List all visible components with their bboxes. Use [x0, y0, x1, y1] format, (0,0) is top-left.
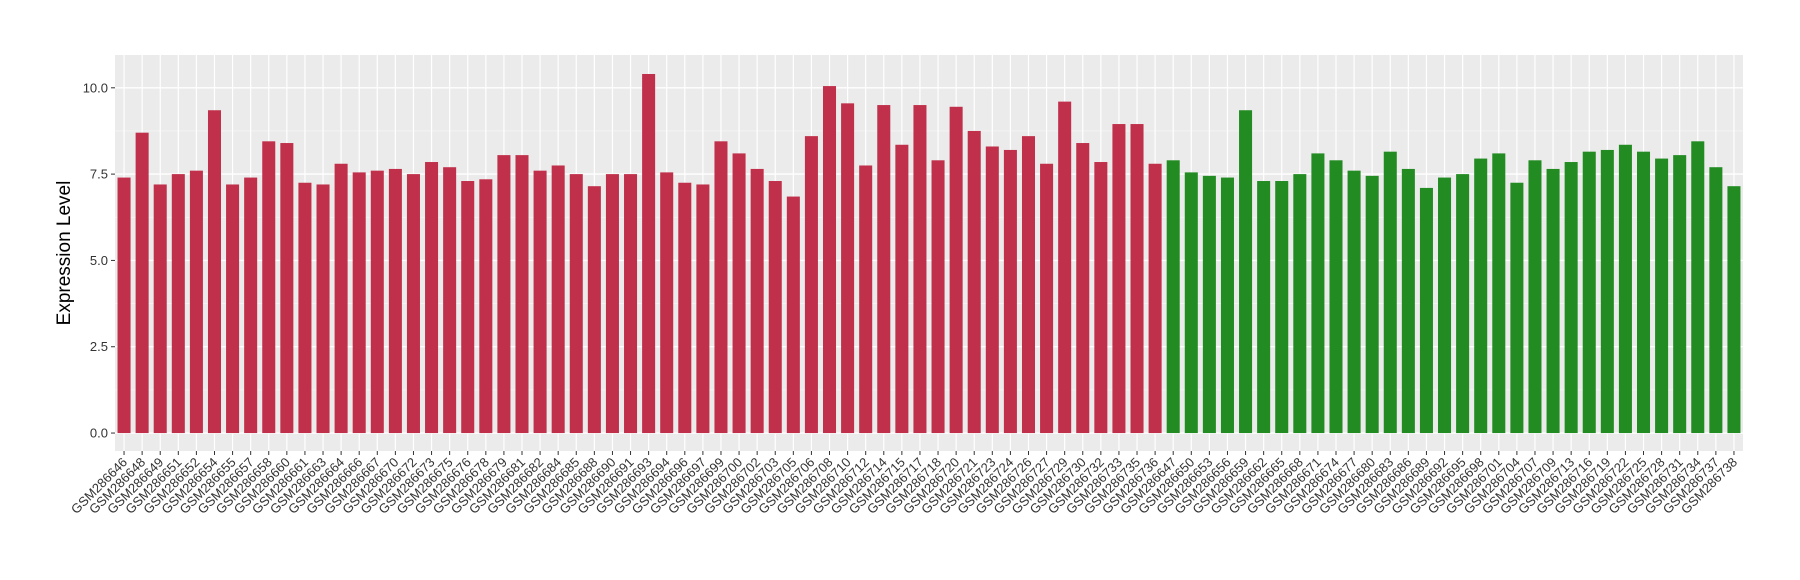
bar	[135, 132, 149, 434]
panel	[115, 55, 1743, 451]
bar	[171, 174, 185, 434]
bar	[1564, 162, 1578, 434]
bar	[244, 177, 258, 434]
bar	[1293, 174, 1307, 434]
bar	[533, 170, 547, 434]
bar	[1582, 151, 1596, 434]
bar	[551, 165, 565, 434]
bar	[1383, 151, 1397, 434]
bar	[1401, 168, 1415, 434]
bar	[1727, 186, 1741, 434]
bar	[1655, 158, 1669, 434]
bar	[1148, 163, 1162, 434]
bar	[1257, 181, 1271, 434]
y-tick-label: 7.5	[90, 167, 108, 182]
bar	[1492, 153, 1506, 434]
bar	[1691, 141, 1705, 434]
bar	[226, 184, 240, 434]
bar	[1003, 149, 1017, 434]
bar	[1636, 151, 1651, 434]
bar	[1709, 167, 1723, 434]
bar	[1021, 136, 1036, 434]
bar	[624, 174, 638, 434]
bar	[841, 103, 855, 434]
bar	[117, 177, 131, 434]
bar	[370, 170, 384, 434]
bar	[822, 86, 837, 434]
bar	[1184, 172, 1198, 434]
bar	[949, 106, 963, 434]
y-tick-label: 10.0	[83, 80, 108, 95]
bar	[1239, 110, 1253, 434]
bar	[479, 179, 493, 434]
bar	[804, 136, 818, 434]
bar	[768, 181, 782, 434]
bar	[1130, 124, 1144, 434]
bar	[1311, 153, 1325, 434]
bar	[678, 182, 692, 434]
bar	[334, 163, 348, 434]
bar	[895, 144, 909, 434]
bar	[1546, 168, 1560, 434]
bar	[931, 160, 945, 434]
bar	[388, 168, 402, 434]
bar	[1329, 160, 1343, 434]
bar	[189, 170, 203, 434]
bar	[1419, 187, 1433, 434]
bar	[425, 162, 439, 434]
bar	[605, 174, 619, 434]
bar	[732, 153, 746, 434]
bar	[1202, 175, 1216, 434]
bar	[497, 155, 511, 434]
bar	[714, 141, 728, 434]
bar	[1528, 160, 1542, 434]
bar	[985, 146, 999, 434]
bar	[1673, 155, 1687, 434]
y-axis-label: Expression Level	[54, 181, 75, 326]
bar	[1456, 174, 1470, 434]
bar	[1474, 158, 1488, 434]
bar	[696, 184, 710, 434]
bar	[1275, 181, 1289, 434]
bar	[642, 73, 656, 434]
bar	[461, 181, 475, 434]
bar	[967, 130, 981, 434]
bar	[1094, 162, 1108, 434]
bar	[859, 165, 873, 434]
bar	[750, 168, 764, 434]
y-tick-label: 0.0	[90, 426, 108, 441]
bar	[1040, 163, 1054, 434]
bar	[1365, 175, 1379, 434]
y-tick-label: 2.5	[90, 339, 108, 354]
bar	[1510, 182, 1524, 434]
bar	[515, 155, 529, 434]
bar	[1347, 170, 1361, 434]
bar	[406, 174, 420, 434]
bar	[913, 105, 927, 434]
bar	[1220, 177, 1234, 434]
bar	[1600, 149, 1614, 434]
bar	[207, 110, 222, 434]
bar	[352, 172, 366, 434]
bar	[660, 172, 674, 434]
bar	[1438, 177, 1452, 434]
bar	[1076, 143, 1090, 434]
bar	[280, 143, 294, 434]
bar	[262, 141, 276, 434]
bar	[1618, 144, 1632, 434]
bar	[569, 174, 583, 434]
bar	[877, 105, 891, 434]
y-tick-label: 5.0	[90, 253, 108, 268]
bar	[786, 196, 800, 434]
bar	[298, 182, 312, 434]
bar	[587, 186, 601, 434]
bar	[1058, 101, 1072, 434]
bar	[316, 184, 330, 434]
bar	[1112, 124, 1126, 434]
bar	[1166, 160, 1180, 434]
bar	[153, 184, 167, 434]
bar	[443, 167, 457, 434]
